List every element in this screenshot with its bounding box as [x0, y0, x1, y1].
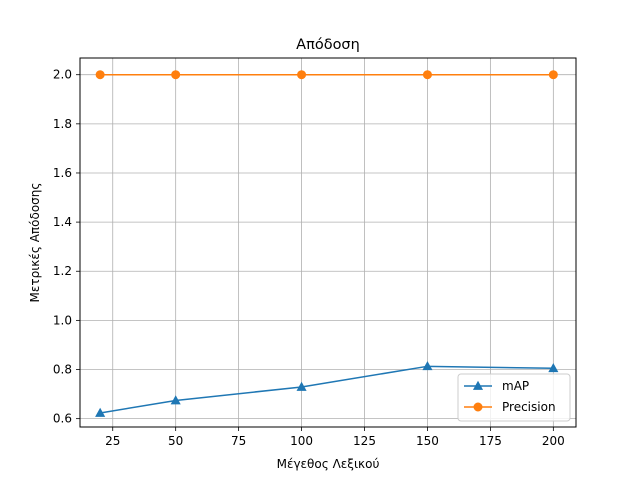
data-point-map	[548, 363, 559, 373]
x-tick-label: 175	[479, 434, 502, 448]
y-tick-label: 0.8	[53, 363, 72, 377]
series-layer	[95, 70, 559, 417]
x-tick-label: 150	[416, 434, 439, 448]
x-tick-label: 75	[231, 434, 246, 448]
y-tick-label: 2.0	[53, 68, 72, 82]
legend: mAP Precision	[457, 373, 571, 422]
x-tick-label: 125	[353, 434, 376, 448]
series-map	[95, 361, 559, 417]
x-tick-label: 25	[105, 434, 120, 448]
legend-label-map: mAP	[502, 379, 529, 393]
data-point-map	[170, 395, 181, 405]
legend-marker-map	[472, 380, 484, 390]
y-tick-label: 1.4	[53, 215, 72, 229]
x-tick-label: 100	[290, 434, 313, 448]
data-point-precision	[171, 70, 181, 80]
series-precision	[95, 70, 558, 80]
plot-frame	[79, 57, 577, 428]
data-point-precision	[95, 70, 105, 80]
y-axis: 0.6 0.8 1.0 1.2 1.4 1.6 1.8 2.0	[53, 68, 80, 426]
x-axis: 25 50 75 100 125 150 175 200	[105, 427, 565, 448]
grid	[80, 58, 576, 427]
x-tick-label: 200	[542, 434, 565, 448]
y-tick-label: 1.0	[53, 313, 72, 327]
y-tick-label: 0.6	[53, 412, 72, 426]
legend-marker-precision	[473, 402, 483, 412]
data-point-precision	[548, 70, 558, 80]
data-point-map	[422, 361, 433, 371]
data-point-precision	[297, 70, 307, 80]
legend-label-precision: Precision	[502, 400, 556, 414]
chart-title: Απόδοση	[296, 37, 360, 53]
y-tick-label: 1.6	[53, 166, 72, 180]
x-tick-label: 50	[168, 434, 183, 448]
y-tick-label: 1.8	[53, 117, 72, 131]
y-tick-label: 1.2	[53, 264, 72, 278]
x-axis-label: Μέγεθος Λεξικού	[277, 457, 380, 471]
data-point-precision	[422, 70, 432, 80]
data-point-map	[95, 407, 106, 417]
data-point-map	[296, 381, 307, 391]
y-axis-label: Μετρικές Απόδοσης	[28, 183, 42, 303]
